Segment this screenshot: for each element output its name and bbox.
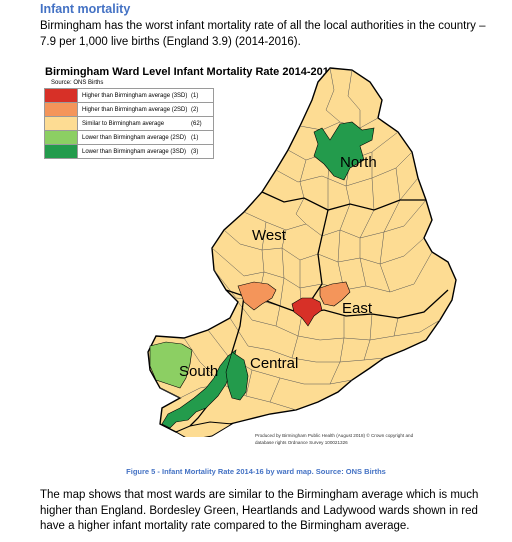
legend-label: Higher than Birmingham average (2SD) — [82, 106, 188, 113]
ward-higher-3sd-central — [291, 297, 323, 327]
legend-label: Lower than Birmingham average (3SD) — [82, 148, 187, 155]
birmingham-outline — [147, 67, 457, 437]
region-label-central: Central — [250, 355, 298, 372]
section-heading: Infant mortality — [40, 2, 131, 16]
ward-lower-3sd-north — [313, 121, 375, 181]
legend-swatch — [45, 103, 78, 116]
conclusion-paragraph: The map shows that most wards are simila… — [40, 489, 479, 532]
legend-count: (2) — [191, 106, 199, 113]
legend-row-lower-2sd: Lower than Birmingham average (2SD) (1) — [44, 130, 214, 144]
legend-swatch — [45, 145, 78, 158]
map-legend: Higher than Birmingham average (3SD) (1)… — [44, 88, 214, 159]
region-label-west: West — [252, 227, 287, 244]
map-source: Source: ONS Births — [51, 80, 104, 86]
highlighted-wards — [149, 121, 375, 429]
region-label-south: South — [179, 363, 218, 380]
map-credit: Produced by Birmingham Public Health (Au… — [255, 432, 440, 446]
legend-label: Lower than Birmingham average (2SD) — [82, 134, 187, 141]
map-credit-line-2: database rights Ordnance Survey 10002132… — [255, 440, 348, 445]
intro-paragraph: Birmingham has the worst infant mortalit… — [40, 20, 486, 48]
map-credit-line-1: Produced by Birmingham Public Health (Au… — [255, 433, 414, 438]
ward-lower-3sd-central — [225, 351, 249, 401]
legend-count: (1) — [191, 134, 199, 141]
legend-count: (62) — [191, 120, 202, 127]
region-label-north: North — [340, 154, 377, 171]
legend-row-higher-3sd: Higher than Birmingham average (3SD) (1) — [44, 88, 214, 102]
legend-row-similar: Similar to Birmingham average (62) — [44, 116, 214, 130]
ward-lower-3sd-south — [161, 349, 237, 429]
ward-map: North West East South Central — [147, 67, 457, 437]
region-labels: North West East South Central — [179, 154, 377, 380]
legend-count: (3) — [191, 148, 199, 155]
map-title: Birmingham Ward Level Infant Mortality R… — [45, 66, 335, 78]
legend-row-higher-2sd: Higher than Birmingham average (2SD) (2) — [44, 102, 214, 116]
legend-swatch — [45, 117, 78, 130]
legend-row-lower-3sd: Lower than Birmingham average (3SD) (3) — [44, 144, 214, 159]
legend-swatch — [45, 131, 78, 144]
ward-higher-2sd-west — [237, 281, 277, 311]
legend-label: Similar to Birmingham average — [82, 120, 165, 127]
figure-caption: Figure 5 - Infant Mortality Rate 2014-16… — [126, 467, 386, 476]
legend-count: (1) — [191, 92, 199, 99]
legend-label: Higher than Birmingham average (3SD) — [82, 92, 188, 99]
ward-lower-2sd-south — [149, 341, 193, 389]
ward-higher-2sd-east — [319, 281, 351, 307]
region-label-east: East — [342, 300, 373, 317]
legend-swatch — [45, 89, 78, 102]
city-boundary — [147, 67, 457, 433]
